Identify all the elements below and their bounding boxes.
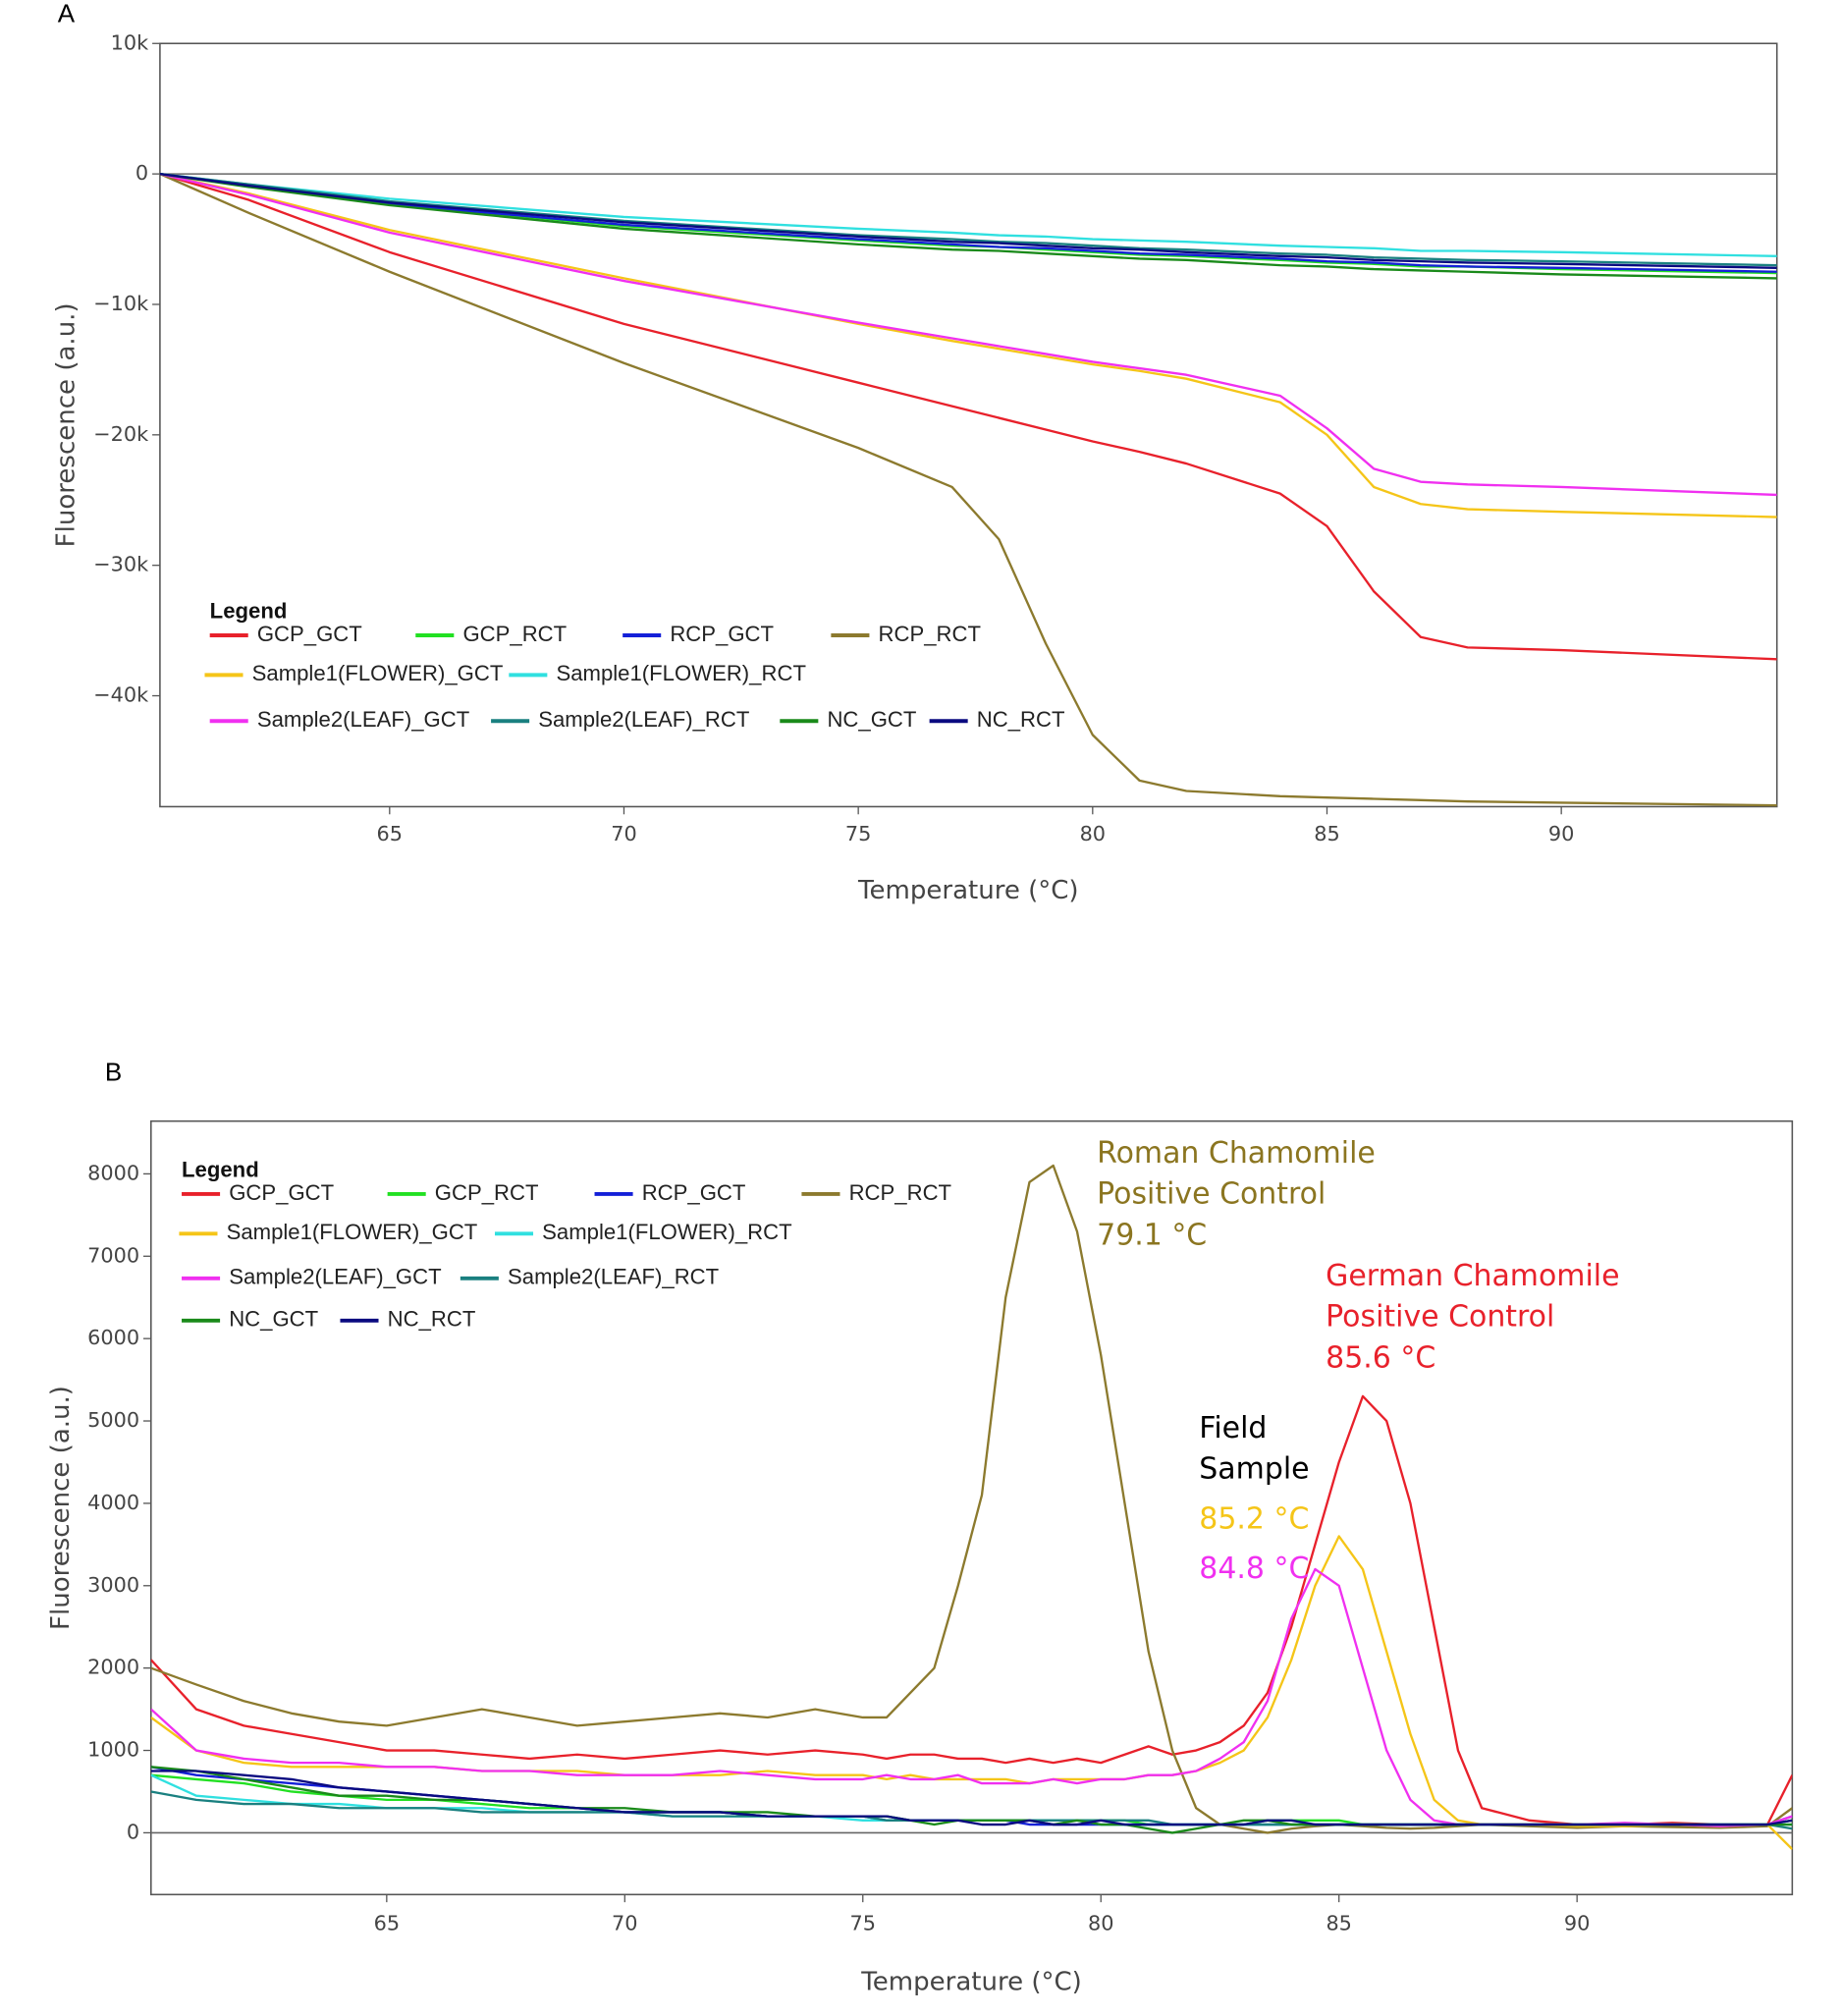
legend-label: GCP_GCT <box>257 622 362 646</box>
x-axis-title: Temperature (°C) <box>860 1968 1082 1997</box>
x-tick-label: 90 <box>1548 822 1574 845</box>
legend-label: RCP_GCT <box>642 1180 746 1205</box>
series-line <box>150 1770 1793 1826</box>
x-tick-label: 80 <box>1088 1911 1113 1934</box>
legend-label: GCP_RCT <box>462 622 567 646</box>
annotation: 85.6 °C <box>1326 1340 1435 1375</box>
y-tick-label: −10k <box>93 292 148 315</box>
series-line <box>159 172 1777 257</box>
legend-label: NC_RCT <box>388 1307 476 1332</box>
plot-area <box>159 42 1778 808</box>
y-tick-label: 0 <box>127 1820 139 1843</box>
panel-label: A <box>58 0 76 27</box>
legend-label: GCP_GCT <box>229 1180 334 1205</box>
series-line <box>159 172 1777 267</box>
series-line <box>159 172 1777 273</box>
y-tick-label: 1000 <box>87 1738 139 1762</box>
series-group <box>159 172 1777 807</box>
series-group <box>150 1164 1793 1851</box>
panel-label: B <box>105 1057 122 1086</box>
x-tick-label: 85 <box>1314 822 1339 845</box>
y-axis-title: Fluorescence (a.u.) <box>51 302 81 547</box>
legend-label: Sample2(LEAF)_GCT <box>257 707 469 732</box>
y-tick-label: −30k <box>93 553 148 576</box>
legend-label: Sample1(FLOWER)_RCT <box>556 661 805 685</box>
legend-label: NC_GCT <box>827 707 916 732</box>
x-tick-label: 80 <box>1080 822 1106 845</box>
series-line <box>159 172 1777 661</box>
x-tick-label: 65 <box>374 1911 400 1934</box>
x-tick-label: 75 <box>845 822 871 845</box>
series-line <box>159 172 1777 518</box>
legend-label: NC_GCT <box>229 1307 318 1332</box>
legend-label: RCP_RCT <box>849 1180 951 1205</box>
x-tick-label: 70 <box>612 1911 637 1934</box>
y-tick-label: −20k <box>93 422 148 446</box>
legend-label: RCP_RCT <box>879 622 982 646</box>
annotation: Roman Chamomile <box>1097 1136 1376 1171</box>
annotation: German Chamomile <box>1326 1259 1619 1293</box>
y-axis-title: Fluorescence (a.u.) <box>46 1386 76 1630</box>
x-tick-label: 90 <box>1564 1911 1590 1934</box>
legend-label: Sample2(LEAF)_GCT <box>229 1265 441 1289</box>
series-line <box>159 172 1777 269</box>
annotation: Sample <box>1199 1452 1309 1487</box>
series-line <box>159 172 1777 280</box>
series-line <box>159 173 1777 807</box>
annotation: 85.2 °C <box>1199 1501 1309 1536</box>
y-tick-label: 3000 <box>87 1573 139 1597</box>
y-tick-label: −40k <box>93 683 148 707</box>
legend-label: Sample2(LEAF)_RCT <box>538 707 749 732</box>
legend-label: Sample1(FLOWER)_GCT <box>227 1220 478 1244</box>
annotation: 84.8 °C <box>1199 1552 1309 1586</box>
legend-label: NC_RCT <box>977 707 1065 732</box>
series-line <box>150 1394 1793 1826</box>
x-tick-label: 70 <box>611 822 636 845</box>
x-tick-label: 65 <box>377 822 403 845</box>
y-tick-label: 0 <box>135 161 148 185</box>
y-tick-label: 2000 <box>87 1656 139 1679</box>
series-line <box>150 1164 1793 1834</box>
annotation: Positive Control <box>1326 1300 1554 1335</box>
legend-label: RCP_GCT <box>670 622 774 646</box>
legend-label: GCP_RCT <box>435 1180 539 1205</box>
y-tick-label: 10k <box>111 30 149 54</box>
legend-title: Legend <box>182 1157 259 1181</box>
annotation: Field <box>1199 1411 1267 1445</box>
y-tick-label: 5000 <box>87 1408 139 1432</box>
legend-label: Sample1(FLOWER)_RCT <box>542 1220 791 1244</box>
x-axis-title: Temperature (°C) <box>857 876 1079 905</box>
plot-area <box>150 1119 1794 1896</box>
legend-title: Legend <box>210 598 288 623</box>
y-tick-label: 6000 <box>87 1326 139 1349</box>
y-tick-label: 7000 <box>87 1243 139 1267</box>
x-tick-label: 85 <box>1326 1911 1351 1934</box>
annotation: Positive Control <box>1097 1177 1326 1212</box>
annotation: 79.1 °C <box>1097 1218 1207 1252</box>
legend-label: Sample2(LEAF)_RCT <box>508 1265 719 1289</box>
y-tick-label: 8000 <box>87 1161 139 1184</box>
series-line <box>159 172 1777 497</box>
y-tick-label: 4000 <box>87 1491 139 1514</box>
legend-label: Sample1(FLOWER)_GCT <box>252 661 504 685</box>
x-tick-label: 75 <box>850 1911 876 1934</box>
